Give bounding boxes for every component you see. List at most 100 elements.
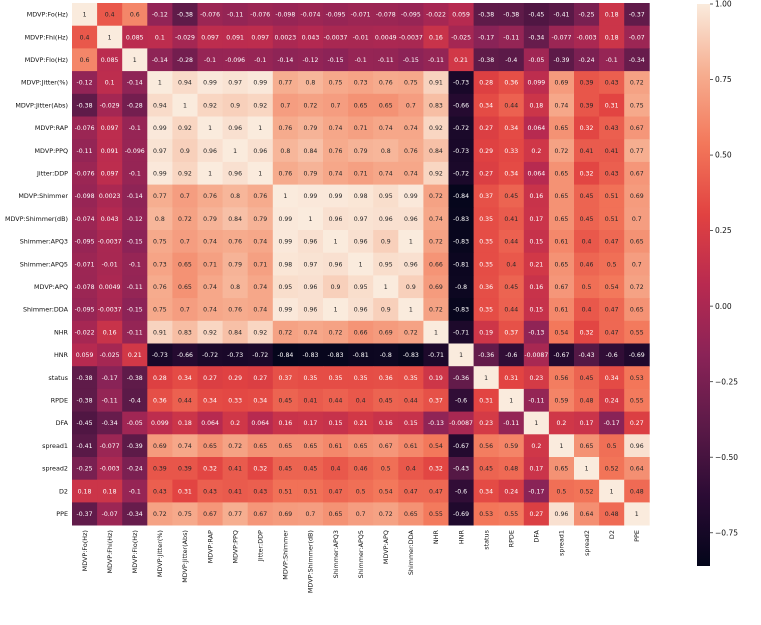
cell-value-label: 1 [258,125,262,132]
cell-value-label: 0.0023 [275,34,297,41]
cell-value-label: 0.17 [580,420,594,427]
cell-value-label: 0.34 [479,102,493,109]
cell-value-label: 0.74 [253,284,267,291]
cell-value-label: 0.27 [529,511,543,518]
heatmap-cell [348,3,374,27]
cell-value-label: -0.37 [77,511,93,518]
heatmap-cell [599,343,625,367]
heatmap-cell [297,366,324,390]
heatmap-cell [297,71,324,95]
cell-value-label: 0.097 [201,34,219,41]
cell-value-label: 0.21 [454,57,468,64]
cell-value-label: -0.45 [77,420,93,427]
cell-value-label: -0.07 [102,511,118,518]
cell-value-label: 0.5 [582,284,592,291]
heatmap-cell [373,479,399,503]
cell-value-label: 0.43 [253,488,267,495]
cell-value-label: 0.92 [178,170,192,177]
cell-value-label: 0.16 [379,420,393,427]
heatmap-cell [473,25,500,49]
cell-value-label: 1 [484,375,488,382]
cell-value-label: 0.085 [126,34,144,41]
heatmap-cell [398,411,424,435]
x-tick-label: Shimmer:DDA [407,529,415,575]
heatmap-cell [147,3,173,27]
cell-value-label: 0.97 [228,80,242,87]
y-tick-label: Shimmer:DDA [23,306,69,314]
heatmap-cell [473,71,500,95]
cell-value-label: 0.091 [226,34,244,41]
cell-value-label: -0.38 [478,57,494,64]
cell-value-label: 0.32 [580,170,594,177]
cell-value-label: 0.15 [329,420,343,427]
heatmap-cell [122,25,148,49]
heatmap-cell [72,184,98,208]
heatmap-cell [398,207,424,231]
heatmap-cell [122,479,148,503]
cell-value-label: 0.64 [630,466,644,473]
heatmap-cell [548,502,575,526]
cell-value-label: 0.27 [253,375,267,382]
heatmap-cell [122,366,148,390]
cell-value-label: 0.18 [78,488,92,495]
heatmap-cell [323,230,349,254]
y-tick-label: MDVP:APQ [34,283,68,291]
heatmap-cell [97,388,123,412]
heatmap-cell [297,275,324,299]
cell-value-label: 0.27 [479,170,493,177]
x-tick-label: MDVP:PPQ [231,530,239,563]
heatmap-cell [247,343,274,367]
heatmap-cell [147,161,173,185]
cell-value-label: 0.84 [228,329,242,336]
heatmap-cell [548,298,575,322]
heatmap-cell [323,366,349,390]
heatmap-cell [423,502,449,526]
heatmap-cell [523,366,550,390]
cell-value-label: 0.97 [354,216,368,223]
heatmap-cell [448,298,474,322]
heatmap-cell [72,320,98,344]
heatmap-cell [72,366,98,390]
cell-value-label: 0.7 [406,102,416,109]
heatmap-cell [272,3,299,27]
heatmap-cell [122,502,148,526]
cell-value-label: 0.54 [379,488,393,495]
cell-value-label: 0.84 [429,148,443,155]
heatmap-cell [473,184,500,208]
y-tick-label: Shimmer:APQ3 [20,238,68,246]
heatmap-cell [574,298,600,322]
cell-value-label: -0.83 [453,307,469,314]
heatmap-cell [599,48,625,72]
cell-value-label: 0.0049 [375,34,397,41]
cell-value-label: 0.92 [203,102,217,109]
cell-value-label: 0.96 [203,148,217,155]
heatmap-cell [548,479,575,503]
heatmap-cell [448,275,474,299]
cell-value-label: 0.16 [103,329,117,336]
cell-value-label: 1 [359,261,363,268]
cell-value-label: 0.95 [379,261,393,268]
cell-value-label: -0.15 [403,57,419,64]
heatmap-cell [423,457,449,481]
cell-value-label: 0.47 [329,488,343,495]
cell-value-label: -0.45 [528,12,544,19]
heatmap-cell [398,502,424,526]
heatmap-cell [323,434,349,458]
heatmap-cell [448,116,474,140]
cell-value-label: 0.064 [251,420,269,427]
heatmap-cell [348,320,374,344]
heatmap-cell [523,71,550,95]
cell-value-label: 0.67 [253,511,267,518]
heatmap-cell [473,434,500,458]
cell-value-label: 0.2 [230,420,240,427]
heatmap-cell [97,434,123,458]
heatmap-cell [624,184,650,208]
cell-value-label: 0.72 [178,216,192,223]
heatmap-cell [624,457,650,481]
heatmap-cell [72,343,98,367]
cell-value-label: 1 [635,511,639,518]
cell-value-label: 0.9 [381,307,391,314]
cell-value-label: 0.92 [203,329,217,336]
cell-value-label: 0.61 [555,239,569,246]
cell-value-label: 0.92 [178,125,192,132]
